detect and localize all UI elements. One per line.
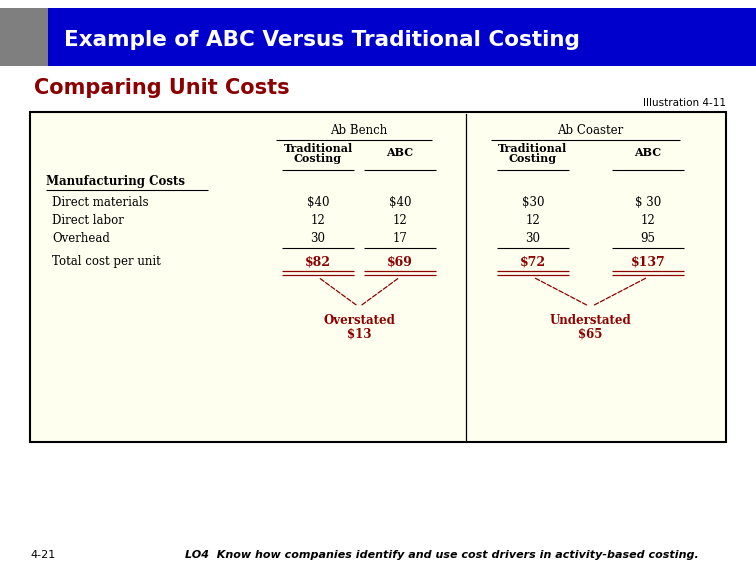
Bar bbox=[48, 8, 756, 66]
Text: $40: $40 bbox=[307, 195, 330, 209]
Text: $82: $82 bbox=[305, 256, 331, 268]
Text: Traditional: Traditional bbox=[284, 142, 352, 153]
Text: Traditional: Traditional bbox=[498, 142, 568, 153]
Text: Direct labor: Direct labor bbox=[52, 214, 124, 226]
Text: 12: 12 bbox=[640, 214, 655, 226]
Text: $13: $13 bbox=[347, 328, 371, 340]
Text: Understated: Understated bbox=[550, 313, 631, 327]
Text: Overstated: Overstated bbox=[323, 313, 395, 327]
Text: Total cost per unit: Total cost per unit bbox=[52, 256, 161, 268]
Bar bbox=[30, 112, 726, 442]
Text: $40: $40 bbox=[389, 195, 411, 209]
Text: Costing: Costing bbox=[509, 153, 557, 164]
Text: $65: $65 bbox=[578, 328, 603, 340]
Text: 12: 12 bbox=[525, 214, 541, 226]
Text: Ab Coaster: Ab Coaster bbox=[557, 123, 624, 137]
Text: Costing: Costing bbox=[294, 153, 342, 164]
Text: Ab Bench: Ab Bench bbox=[330, 123, 388, 137]
Text: 30: 30 bbox=[525, 232, 541, 244]
Text: ABC: ABC bbox=[386, 147, 414, 158]
Text: $69: $69 bbox=[387, 256, 413, 268]
Text: 12: 12 bbox=[392, 214, 407, 226]
Text: Overhead: Overhead bbox=[52, 232, 110, 244]
Text: 17: 17 bbox=[392, 232, 407, 244]
Text: Comparing Unit Costs: Comparing Unit Costs bbox=[34, 78, 290, 98]
Text: $137: $137 bbox=[631, 256, 665, 268]
Bar bbox=[0, 8, 48, 66]
Text: 4-21: 4-21 bbox=[30, 550, 55, 560]
Text: $ 30: $ 30 bbox=[635, 195, 662, 209]
Text: LO4  Know how companies identify and use cost drivers in activity-based costing.: LO4 Know how companies identify and use … bbox=[185, 550, 699, 560]
Text: 95: 95 bbox=[640, 232, 655, 244]
Text: Manufacturing Costs: Manufacturing Costs bbox=[46, 176, 185, 188]
Text: $30: $30 bbox=[522, 195, 544, 209]
Text: ABC: ABC bbox=[634, 147, 662, 158]
Text: Example of ABC Versus Traditional Costing: Example of ABC Versus Traditional Costin… bbox=[64, 30, 580, 50]
Text: Direct materials: Direct materials bbox=[52, 195, 149, 209]
Text: 30: 30 bbox=[311, 232, 326, 244]
Text: $72: $72 bbox=[520, 256, 546, 268]
Text: 12: 12 bbox=[311, 214, 325, 226]
Text: Illustration 4-11: Illustration 4-11 bbox=[643, 98, 726, 108]
